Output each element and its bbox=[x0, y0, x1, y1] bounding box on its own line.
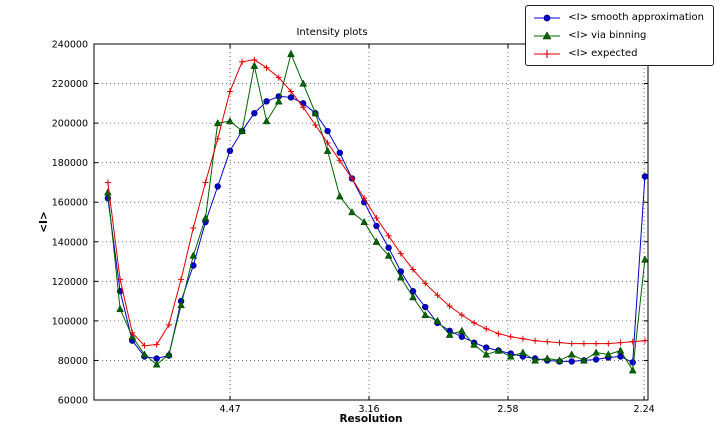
marker-circle bbox=[385, 244, 392, 251]
marker-triangle bbox=[213, 118, 222, 127]
y-tick-label: 240000 bbox=[52, 40, 88, 51]
marker-circle bbox=[617, 353, 624, 360]
legend-item-smooth-approximation: <I> smooth approximation bbox=[532, 9, 704, 26]
marker-triangle bbox=[250, 61, 259, 69]
x-tick-label: 2.24 bbox=[634, 404, 655, 415]
marker-circle bbox=[287, 94, 295, 101]
axes-border bbox=[93, 43, 649, 401]
y-tick-label: 220000 bbox=[52, 79, 88, 90]
marker-triangle bbox=[397, 273, 405, 281]
y-tick-label: 200000 bbox=[52, 119, 88, 130]
marker-triangle bbox=[323, 146, 332, 154]
chart-title: Intensity plots bbox=[296, 27, 368, 38]
y-tick-label: 160000 bbox=[52, 198, 88, 209]
marker-circle bbox=[458, 333, 466, 340]
y-tick-label: 100000 bbox=[52, 316, 88, 327]
marker-triangle bbox=[226, 117, 234, 125]
marker-triangle bbox=[274, 97, 283, 105]
marker-triangle bbox=[616, 346, 625, 354]
x-axis-label: Resolution bbox=[339, 413, 403, 425]
marker-triangle bbox=[104, 188, 112, 196]
marker-triangle bbox=[604, 350, 613, 358]
marker-circle bbox=[226, 147, 234, 154]
marker-triangle bbox=[299, 79, 307, 87]
legend-item-expected: <I> expected bbox=[532, 45, 704, 62]
x-tick-label: 3.16 bbox=[358, 404, 379, 415]
marker-circle bbox=[483, 344, 490, 351]
marker-circle bbox=[324, 127, 331, 135]
marker-triangle bbox=[470, 340, 478, 348]
marker-triangle bbox=[421, 310, 430, 319]
legend-marker-circle-icon bbox=[534, 14, 561, 21]
marker-triangle bbox=[201, 213, 210, 222]
marker-circle bbox=[641, 173, 649, 180]
marker-triangle bbox=[311, 109, 320, 117]
y-tick-label: 140000 bbox=[52, 237, 88, 248]
legend-marker-triangle-icon bbox=[534, 30, 561, 39]
y-tick-label: 60000 bbox=[58, 396, 88, 407]
marker-triangle bbox=[482, 350, 491, 358]
marker-triangle bbox=[287, 49, 295, 57]
marker-circle bbox=[251, 110, 258, 117]
marker-triangle bbox=[567, 350, 576, 358]
legend: <I> smooth approximation <I> via binning… bbox=[525, 5, 714, 66]
marker-circle bbox=[422, 303, 429, 311]
marker-triangle bbox=[494, 346, 503, 354]
legend-label: <I> via binning bbox=[568, 30, 647, 41]
marker-triangle bbox=[580, 356, 588, 364]
series-line-circle bbox=[107, 95, 646, 364]
legend-marker-plus-icon bbox=[534, 49, 561, 58]
y-tick-label: 80000 bbox=[58, 356, 88, 367]
marker-triangle bbox=[238, 126, 246, 135]
marker-triangle bbox=[506, 352, 515, 360]
marker-triangle bbox=[360, 217, 369, 226]
marker-triangle bbox=[531, 356, 539, 364]
marker-triangle bbox=[335, 192, 344, 200]
y-axis-label: <I> bbox=[38, 211, 50, 233]
x-tick-label: 4.47 bbox=[219, 404, 240, 415]
marker-circle bbox=[373, 222, 380, 230]
marker-circle bbox=[629, 359, 636, 366]
marker-triangle bbox=[348, 207, 356, 216]
marker-circle bbox=[214, 183, 221, 190]
marker-triangle bbox=[372, 237, 381, 245]
legend-label: <I> expected bbox=[568, 48, 638, 59]
marker-triangle bbox=[128, 332, 137, 340]
marker-triangle bbox=[433, 316, 442, 324]
y-tick-label: 120000 bbox=[52, 277, 88, 288]
marker-triangle bbox=[262, 117, 271, 125]
series-line-plus bbox=[107, 59, 645, 347]
legend-label: <I> smooth approximation bbox=[568, 12, 704, 23]
marker-triangle bbox=[384, 251, 393, 259]
marker-triangle bbox=[592, 348, 600, 356]
marker-circle bbox=[568, 358, 575, 365]
y-tick-label: 180000 bbox=[52, 158, 88, 169]
marker-triangle bbox=[445, 330, 454, 338]
marker-triangle bbox=[519, 348, 527, 356]
marker-triangle bbox=[409, 293, 417, 301]
marker-triangle bbox=[177, 300, 185, 309]
marker-triangle bbox=[165, 350, 173, 358]
x-tick-label: 2.58 bbox=[497, 404, 518, 415]
marker-circle bbox=[592, 356, 600, 363]
marker-circle bbox=[263, 98, 270, 105]
marker-triangle bbox=[628, 366, 637, 374]
marker-triangle bbox=[641, 255, 649, 263]
marker-triangle bbox=[189, 251, 198, 259]
marker-circle bbox=[336, 149, 343, 156]
marker-triangle bbox=[152, 360, 161, 368]
series-line-triangle bbox=[107, 52, 646, 372]
marker-triangle bbox=[543, 354, 552, 362]
marker-triangle bbox=[555, 356, 564, 364]
marker-triangle bbox=[116, 304, 124, 313]
marker-triangle bbox=[458, 326, 466, 334]
legend-item-via-binning: <I> via binning bbox=[532, 27, 704, 44]
marker-triangle bbox=[140, 350, 149, 358]
